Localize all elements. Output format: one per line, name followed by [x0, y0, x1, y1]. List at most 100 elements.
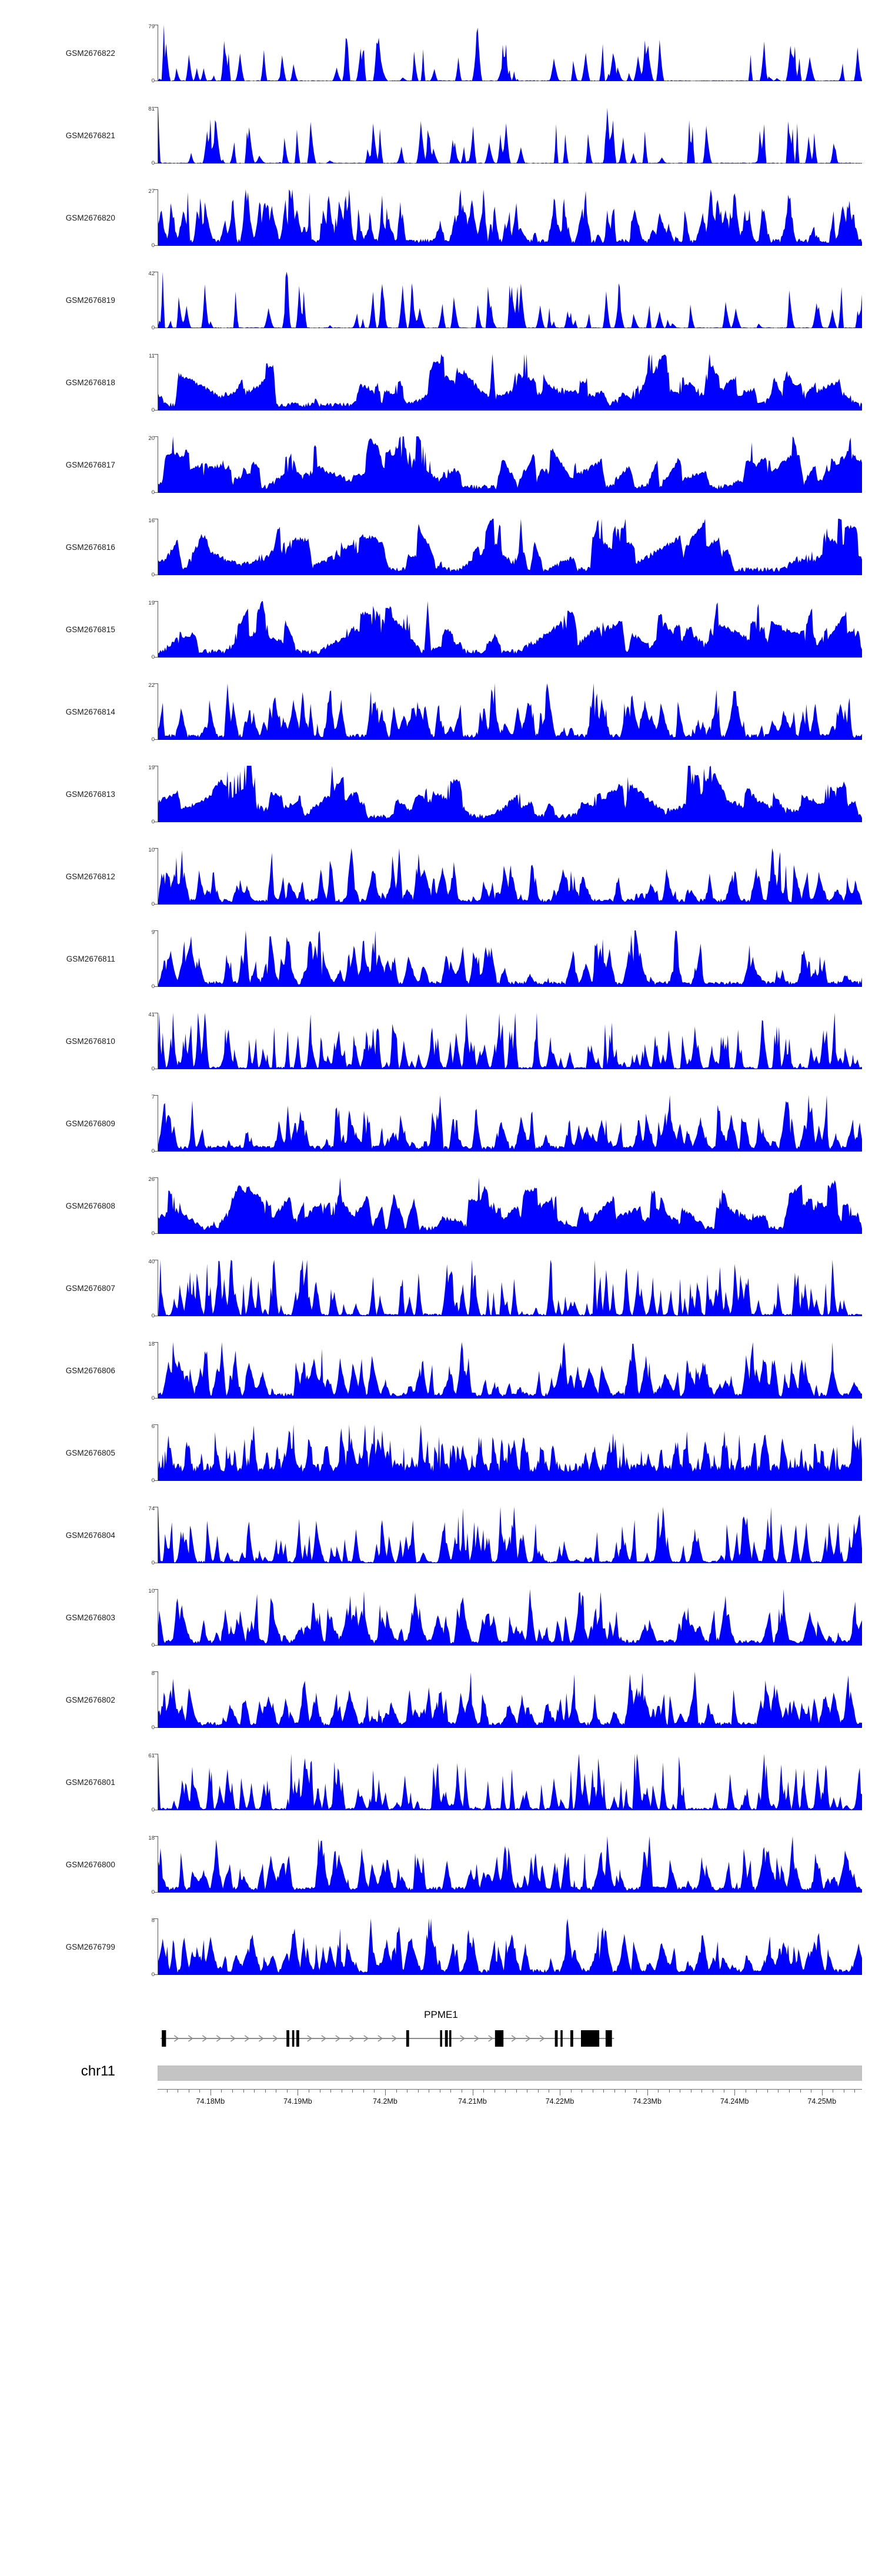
track-plot-area[interactable]: 10 0: [148, 847, 882, 907]
coverage-track[interactable]: GSM2676811 9 0: [0, 930, 882, 989]
track-plot-area[interactable]: 81 0: [148, 106, 882, 166]
coverage-track[interactable]: GSM2676819 42 0: [0, 271, 882, 331]
gene-model-body[interactable]: [158, 2027, 862, 2050]
coverage-fill: [158, 1671, 862, 1728]
axis-minor-tick: [352, 2089, 353, 2093]
track-plot-area[interactable]: 42 0: [148, 271, 882, 331]
exon-box: [580, 2030, 600, 2047]
coverage-track[interactable]: GSM2676800 18 0: [0, 1836, 882, 1895]
track-plot-area[interactable]: 22 0: [148, 683, 882, 742]
coverage-area-plot: [158, 1589, 862, 1646]
track-plot-area[interactable]: 19 0: [148, 765, 882, 825]
track-plot-area[interactable]: 16 0: [148, 518, 882, 578]
intron-arrow: [474, 2035, 480, 2042]
coverage-track[interactable]: GSM2676799 8 0: [0, 1918, 882, 1977]
track-label: GSM2676802: [65, 1695, 115, 1704]
axis-max-label: 7: [151, 1094, 155, 1100]
coverage-area-plot: [158, 1095, 862, 1152]
axis-tick-label: 74.18Mb: [196, 2097, 225, 2105]
y-axis-tick-bottom: [154, 904, 158, 905]
axis-max-label: 61: [148, 1753, 155, 1759]
coverage-track[interactable]: GSM2676822 79 0: [0, 24, 882, 84]
track-plot-area[interactable]: 10 0: [148, 1589, 882, 1648]
coverage-area-plot: [158, 272, 862, 328]
track-plot-area[interactable]: 18 0: [148, 1836, 882, 1895]
axis-tick-label: 74.2Mb: [373, 2097, 397, 2105]
track-label: GSM2676813: [65, 789, 115, 799]
coverage-track[interactable]: GSM2676817 20 0: [0, 436, 882, 495]
y-axis-tick-bottom: [154, 1233, 158, 1234]
coverage-fill: [158, 930, 862, 987]
track-plot-area[interactable]: 79 0: [148, 24, 882, 84]
axis-max-label: 10: [148, 847, 155, 853]
coverage-area-plot: [158, 930, 862, 987]
coverage-track[interactable]: GSM2676820 27 0: [0, 189, 882, 248]
track-plot-area[interactable]: 27 0: [148, 189, 882, 248]
gene-model-track[interactable]: PPME1: [0, 2009, 882, 2056]
track-plot-area[interactable]: 41 0: [148, 1012, 882, 1072]
coverage-fill: [158, 272, 862, 328]
axis-minor-tick: [363, 2089, 364, 2093]
track-plot-area[interactable]: 11 0: [149, 353, 882, 413]
coverage-track[interactable]: GSM2676812 10 0: [0, 847, 882, 907]
coverage-track[interactable]: GSM2676809 7 0: [0, 1095, 882, 1154]
track-label: GSM2676800: [65, 1860, 115, 1869]
coverage-track[interactable]: GSM2676813 19 0: [0, 765, 882, 825]
chromosome-label: chr11: [81, 2063, 115, 2079]
track-plot-area[interactable]: 40 0: [148, 1259, 882, 1319]
axis-tick-label: 74.23Mb: [633, 2097, 662, 2105]
intron-arrow: [173, 2035, 179, 2042]
coverage-track[interactable]: GSM2676803 10 0: [0, 1589, 882, 1648]
coverage-track[interactable]: GSM2676804 74 0: [0, 1506, 882, 1566]
coverage-track[interactable]: GSM2676808 26 0: [0, 1177, 882, 1236]
axis-max-label: 18: [148, 1835, 155, 1841]
track-plot-area[interactable]: 19 0: [148, 600, 882, 660]
coverage-fill: [158, 1918, 862, 1975]
axis-minor-tick: [417, 2089, 419, 2093]
axis-max-label: 27: [148, 188, 155, 195]
exon-box: [495, 2030, 504, 2047]
intron-arrow: [202, 2035, 208, 2042]
track-plot-area[interactable]: 61 0: [148, 1753, 882, 1813]
coverage-track[interactable]: GSM2676814 22 0: [0, 683, 882, 742]
coverage-area-plot: [158, 354, 862, 411]
axis-min-label: 0: [151, 1230, 155, 1237]
coverage-fill: [158, 1424, 862, 1481]
track-plot-area[interactable]: 74 0: [148, 1506, 882, 1566]
coverage-track[interactable]: GSM2676805 6 0: [0, 1424, 882, 1483]
coverage-track[interactable]: GSM2676821 81 0: [0, 106, 882, 166]
coverage-track[interactable]: GSM2676816 16 0: [0, 518, 882, 578]
axis-max-label: 19: [148, 600, 155, 606]
genomic-axis[interactable]: 74.18Mb 74.19Mb 74.2Mb 74.21Mb 74.22Mb 74.23M…: [158, 2089, 862, 2124]
track-label: GSM2676805: [65, 1448, 115, 1457]
track-label: GSM2676803: [65, 1613, 115, 1622]
coverage-track[interactable]: GSM2676807 40 0: [0, 1259, 882, 1319]
track-label: GSM2676807: [65, 1283, 115, 1293]
y-axis-tick-top: [154, 354, 158, 355]
coverage-track[interactable]: GSM2676801 61 0: [0, 1753, 882, 1813]
coverage-track[interactable]: GSM2676806 18 0: [0, 1342, 882, 1401]
coverage-track[interactable]: GSM2676818 11 0: [0, 353, 882, 413]
axis-max-label: 16: [148, 518, 155, 524]
y-axis-tick-top: [154, 436, 158, 437]
axis-min-label: 0: [151, 571, 155, 578]
axis-tick-label: 74.22Mb: [545, 2097, 574, 2105]
track-label: GSM2676809: [65, 1119, 115, 1128]
coverage-area-plot: [158, 1507, 862, 1563]
y-axis-tick-bottom: [154, 1151, 158, 1152]
coverage-track[interactable]: GSM2676802 8 0: [0, 1671, 882, 1730]
axis-minor-tick: [767, 2089, 768, 2093]
coverage-track[interactable]: GSM2676810 41 0: [0, 1012, 882, 1072]
track-plot-area[interactable]: 26 0: [148, 1177, 882, 1236]
axis-min-label: 0: [151, 1312, 155, 1319]
coverage-fill: [158, 1260, 862, 1316]
track-plot-area[interactable]: 20 0: [148, 436, 882, 495]
coverage-track[interactable]: GSM2676815 19 0: [0, 600, 882, 660]
chromosome-bar[interactable]: [158, 2066, 862, 2081]
track-plot-area[interactable]: 18 0: [148, 1342, 882, 1401]
